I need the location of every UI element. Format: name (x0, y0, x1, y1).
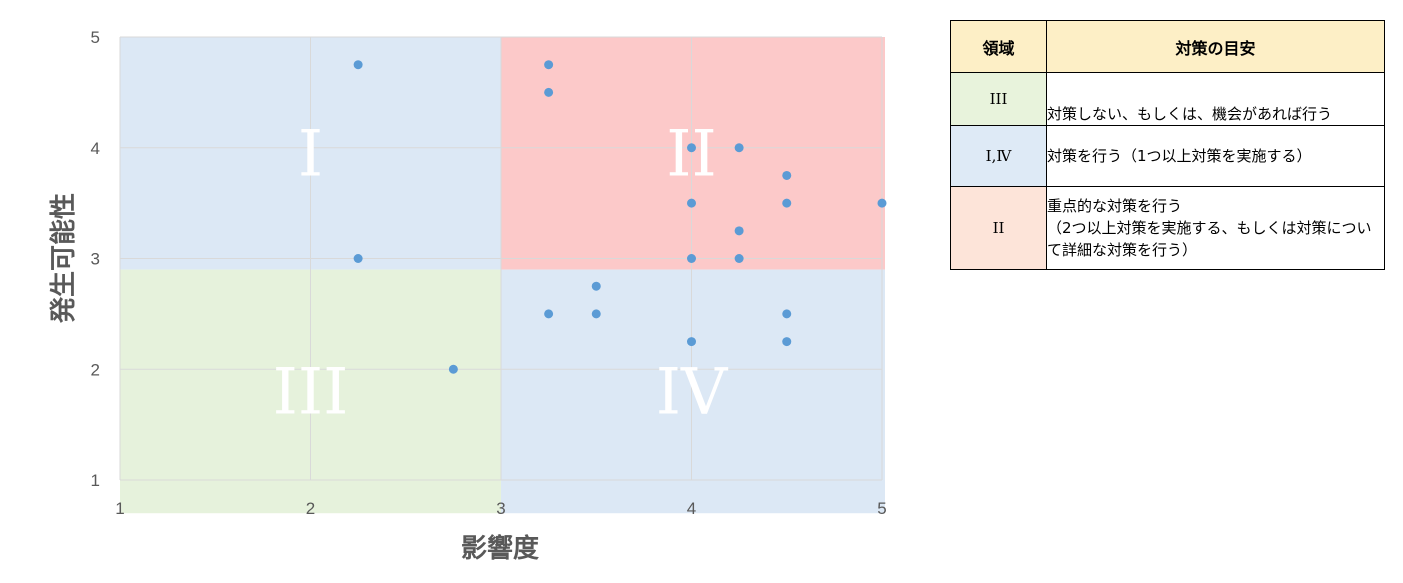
quadrant-regions (120, 37, 885, 514)
table-row: III 対策しない、もしくは、機会があれば行う (950, 72, 1385, 126)
region-label-i: I (298, 117, 323, 191)
table-row: I,Ⅳ 対策を行う（1つ以上対策を実施する） (950, 125, 1385, 187)
x-tick-label: 5 (877, 499, 886, 518)
y-tick-label: 2 (91, 360, 100, 379)
data-point (687, 254, 696, 263)
x-tick-label: 4 (687, 499, 696, 518)
data-point (687, 337, 696, 347)
data-point (782, 337, 792, 347)
region-label-ii: II (666, 117, 717, 191)
header-guideline: 対策の目安 (1046, 20, 1385, 73)
data-point (353, 60, 363, 70)
y-axis-title: 発生可能性 (48, 193, 79, 324)
data-point (591, 281, 601, 291)
region-label-iii: III (273, 355, 349, 429)
data-point (877, 198, 887, 208)
data-point (591, 309, 601, 319)
guideline-cell-iii: 対策しない、もしくは、機会があれば行う (1046, 72, 1385, 126)
data-point (544, 60, 554, 70)
region-cell-i-iv: I,Ⅳ (950, 125, 1047, 187)
data-point (544, 309, 554, 319)
x-tick-label: 2 (306, 499, 315, 518)
guideline-cell-ii: 重点的な対策を行う （2つ以上対策を実施する、もしくは対策について詳細な対策を行… (1046, 186, 1385, 270)
gridlines (119, 36, 883, 481)
table-header-row: 領域 対策の目安 (950, 20, 1385, 73)
y-tick-label: 4 (91, 139, 100, 158)
x-tick-label: 1 (115, 499, 124, 518)
header-region: 領域 (950, 20, 1047, 73)
x-tick-label: 3 (496, 499, 505, 518)
y-tick-label: 3 (91, 250, 100, 269)
data-points (353, 60, 887, 374)
data-point (544, 87, 554, 97)
y-axis-ticks: 1 2 3 4 5 (91, 28, 100, 490)
y-tick-label: 1 (91, 471, 100, 490)
data-point (782, 170, 792, 180)
data-point (734, 226, 744, 236)
guideline-cell-i-iv: 対策を行う（1つ以上対策を実施する） (1046, 125, 1385, 187)
x-axis-ticks: 1 2 3 4 5 (115, 499, 886, 518)
countermeasure-guideline-table: 領域 対策の目安 III 対策しない、もしくは、機会があれば行う I,Ⅳ 対策を… (950, 20, 1385, 270)
data-point (687, 198, 696, 208)
data-point (353, 254, 363, 263)
x-axis-title: 影響度 (461, 533, 539, 564)
data-point (782, 198, 792, 208)
region-cell-iii: III (950, 72, 1047, 126)
region-label-iv: IV (656, 355, 729, 429)
data-point (782, 309, 792, 319)
data-point (734, 143, 744, 153)
region-ii (501, 37, 885, 270)
region-iv (501, 269, 885, 514)
table-row: II 重点的な対策を行う （2つ以上対策を実施する、もしくは対策について詳細な対… (950, 186, 1385, 270)
data-point (734, 254, 744, 263)
region-cell-ii: II (950, 186, 1047, 270)
data-point (687, 143, 696, 153)
y-tick-label: 5 (91, 28, 100, 47)
data-point (448, 364, 458, 374)
